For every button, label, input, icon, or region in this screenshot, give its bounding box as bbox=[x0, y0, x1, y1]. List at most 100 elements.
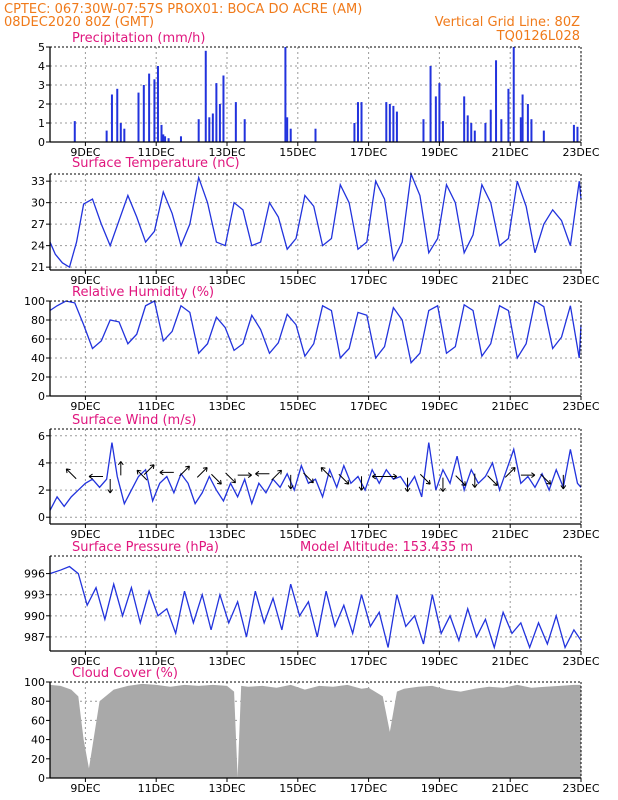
wind-direction-arrow bbox=[358, 476, 365, 491]
y-tick-label: 20 bbox=[31, 753, 45, 766]
y-tick-label: 1 bbox=[38, 117, 45, 130]
precip-bar bbox=[73, 121, 76, 142]
y-tick-label: 21 bbox=[31, 261, 45, 274]
precip-bar bbox=[284, 47, 287, 142]
x-tick-label: 19DEC bbox=[421, 400, 458, 413]
x-tick-label: 9DEC bbox=[70, 274, 100, 287]
header-run-date: 08DEC2020 80Z (GMT) bbox=[4, 15, 154, 30]
wind-direction-arrow bbox=[196, 466, 208, 478]
x-tick-label: 11DEC bbox=[138, 528, 175, 541]
y-tick-label: 33 bbox=[31, 175, 45, 188]
x-tick-label: 13DEC bbox=[208, 782, 245, 795]
y-tick-label: 0 bbox=[38, 390, 45, 403]
x-tick-label: 17DEC bbox=[350, 146, 387, 159]
panel-surface-wind: Surface Wind (m/s) 0 2 4 6 9DEC 11DEC 13DEC 15D… bbox=[38, 413, 600, 541]
cloud-cover-area bbox=[50, 683, 581, 778]
x-tick-label: 19DEC bbox=[421, 655, 458, 668]
y-tick-label: 4 bbox=[38, 60, 45, 73]
wind-direction-arrow bbox=[237, 472, 252, 479]
x-tick-label: 9DEC bbox=[70, 655, 100, 668]
x-tick-label: 17DEC bbox=[350, 782, 387, 795]
y-tick-label: 987 bbox=[24, 631, 45, 644]
y-tick-label: 60 bbox=[31, 333, 45, 346]
x-tick-label: 23DEC bbox=[562, 782, 599, 795]
wind-direction-arrow bbox=[107, 479, 114, 494]
y-tick-label: 80 bbox=[31, 314, 45, 327]
x-tick-label: 13DEC bbox=[208, 655, 245, 668]
x-tick-label: 19DEC bbox=[421, 528, 458, 541]
wind-direction-arrow bbox=[419, 473, 431, 485]
wind-direction-arrow bbox=[303, 472, 314, 484]
y-tick-label: 5 bbox=[38, 41, 45, 54]
x-tick-label: 11DEC bbox=[138, 782, 175, 795]
y-tick-label: 20 bbox=[31, 371, 45, 384]
precip-bar bbox=[429, 66, 432, 142]
precip-bar bbox=[314, 128, 317, 142]
wind-direction-arrow bbox=[136, 469, 148, 481]
precip-bar bbox=[116, 88, 119, 142]
y-tick-label: 993 bbox=[24, 589, 45, 602]
precip-bar bbox=[530, 119, 533, 142]
y-tick-label: 0 bbox=[38, 136, 45, 149]
header-grid-line: Vertical Grid Line: 80Z bbox=[435, 15, 580, 30]
x-tick-label: 23DEC bbox=[562, 528, 599, 541]
precip-bar bbox=[470, 123, 473, 142]
y-tick-label: 30 bbox=[31, 197, 45, 210]
precip-bar bbox=[289, 128, 292, 142]
wind-direction-arrow bbox=[504, 466, 516, 478]
wind-direction-arrow bbox=[338, 473, 350, 485]
y-tick-label: 27 bbox=[31, 218, 45, 231]
precip-bar bbox=[234, 102, 237, 142]
precip-bar bbox=[204, 50, 207, 142]
x-tick-label: 15DEC bbox=[279, 655, 316, 668]
panel-surface-temperature: Surface Temperature (nC) 21 24 27 30 33 9DEC 1… bbox=[31, 156, 600, 287]
panel-title: Precipitation (mm/h) bbox=[72, 31, 205, 46]
x-tick-label: 13DEC bbox=[208, 274, 245, 287]
precip-bar bbox=[353, 123, 356, 142]
x-tick-label: 15DEC bbox=[279, 400, 316, 413]
wind-direction-arrow bbox=[540, 473, 552, 485]
precip-bar bbox=[197, 119, 200, 142]
precip-bar bbox=[218, 104, 221, 142]
x-tick-label: 17DEC bbox=[350, 528, 387, 541]
precip-bar bbox=[148, 73, 151, 142]
y-tick-label: 100 bbox=[24, 676, 45, 689]
wind-direction-arrow bbox=[520, 472, 536, 479]
x-tick-label: 19DEC bbox=[421, 146, 458, 159]
wind-direction-arrow bbox=[455, 475, 467, 487]
x-tick-label: 11DEC bbox=[138, 274, 175, 287]
model-altitude-annotation: Model Altitude: 153.435 m bbox=[300, 540, 473, 555]
panel-surface-pressure: Surface Pressure (hPa) Model Altitude: 1… bbox=[24, 540, 600, 668]
precip-bar bbox=[576, 126, 579, 142]
precip-bar bbox=[466, 115, 469, 142]
y-tick-label: 0 bbox=[38, 772, 45, 785]
precip-bar bbox=[489, 109, 492, 142]
precip-bar bbox=[105, 130, 108, 142]
x-tick-label: 11DEC bbox=[138, 655, 175, 668]
x-tick-label: 13DEC bbox=[208, 400, 245, 413]
x-tick-label: 9DEC bbox=[70, 528, 100, 541]
precip-bar bbox=[110, 94, 113, 142]
x-tick-label: 19DEC bbox=[421, 274, 458, 287]
precip-bar bbox=[521, 94, 524, 142]
precip-bar bbox=[507, 88, 510, 142]
panel-title: Surface Pressure (hPa) bbox=[72, 540, 219, 555]
header-location: CPTEC: 067:30W-07:57S PROX01: BOCA DO AC… bbox=[4, 2, 362, 17]
x-tick-label: 9DEC bbox=[70, 146, 100, 159]
wind-series-line bbox=[49, 442, 582, 511]
rh-series-line bbox=[49, 299, 582, 365]
y-tick-label: 2 bbox=[38, 98, 45, 111]
wind-direction-arrow bbox=[271, 469, 283, 481]
y-tick-label: 24 bbox=[31, 240, 45, 253]
panel-precipitation: Precipitation (mm/h) 0 1 2 3 4 5 9DEC 11DEC 13DE… bbox=[38, 31, 600, 159]
precip-bar bbox=[463, 96, 466, 142]
panel-cloud-cover: Cloud Cover (%) 0 20 40 60 80 100 9DEC 11DEC 13D… bbox=[24, 666, 600, 795]
x-tick-label: 23DEC bbox=[562, 274, 599, 287]
x-tick-label: 17DEC bbox=[350, 400, 387, 413]
wind-direction-arrow bbox=[211, 473, 222, 485]
wind-direction-arrow bbox=[117, 461, 124, 476]
precip-bar bbox=[142, 85, 145, 142]
x-tick-label: 21DEC bbox=[492, 655, 529, 668]
x-tick-label: 21DEC bbox=[492, 400, 529, 413]
wind-direction-arrow bbox=[143, 464, 155, 476]
